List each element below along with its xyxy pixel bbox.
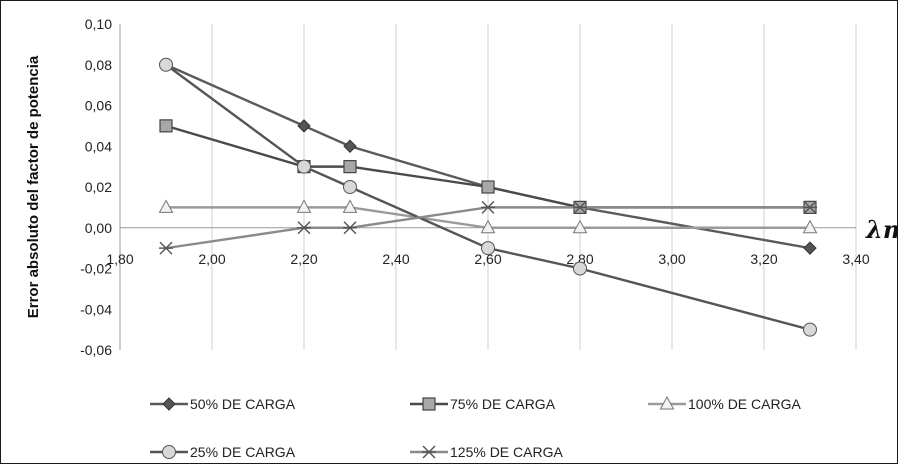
y-tick-label: 0,04 [85,138,112,154]
diamond-marker [297,119,311,133]
y-tick-label: 0,10 [85,16,112,32]
triangle-marker [480,219,496,234]
grid-lines [211,24,857,350]
legend-label: 50% DE CARGA [190,396,296,412]
legend-label: 25% DE CARGA [190,444,296,460]
asterisk-marker [573,200,587,214]
asterisk-marker [297,221,311,235]
triangle-marker [659,395,675,410]
x-axis-label: λm [865,215,898,244]
x-tick-label: 3,20 [750,251,777,267]
circle-marker [573,261,587,276]
series-line [165,206,810,250]
triangle-marker [158,199,174,213]
asterisk-marker [481,200,495,214]
circle-marker [162,445,176,459]
y-tick-label: 0,00 [85,220,112,236]
circle-marker [159,57,173,72]
y-tick-label: 0,08 [85,57,112,73]
x-tick-labels: 1,80 2,00 2,20 2,40 2,60 2,80 3,00 3,20 3,40 [106,251,869,267]
triangle-marker [802,219,818,234]
triangle-marker [296,199,312,213]
x-tick-label: 2,60 [474,251,501,267]
asterisk-marker [422,445,436,459]
legend: 50% DE CARGA 75% DE CARGA 100% DE CARGA 25%… [150,395,801,460]
x-tick-label: 2,40 [382,251,409,267]
y-tick-label: 0,02 [85,179,112,195]
x-tick-label: 2,00 [198,251,225,267]
legend-item: 125% DE CARGA [410,444,563,460]
square-marker [422,397,436,411]
diamond-marker [162,397,176,411]
legend-item: 100% DE CARGA [648,395,801,412]
square-marker [481,180,495,194]
legend-item: 25% DE CARGA [150,444,296,460]
circle-marker [297,159,311,174]
legend-label: 125% DE CARGA [450,444,563,460]
series-group [158,57,818,337]
series-125-de-carga [159,200,817,255]
circle-marker [343,180,357,194]
asterisk-marker [803,200,817,214]
y-tick-label: -0,02 [80,261,112,277]
triangle-marker [342,199,358,213]
y-tick-labels: 0,10 0,08 0,06 0,04 0,02 0,00 -0,02 -0,04 -0,06 [80,16,112,358]
asterisk-marker [159,241,173,255]
square-marker [159,119,173,133]
circle-marker [481,241,495,256]
y-tick-label: -0,04 [80,301,112,317]
diamond-marker [343,139,357,153]
y-axis-label: Error absoluto del factor de potencia [25,55,42,318]
triangle-marker [572,219,588,234]
x-tick-label: 2,80 [566,251,593,267]
x-tick-label: 1,80 [106,251,133,267]
asterisk-marker [343,221,357,235]
diamond-marker [803,241,817,255]
x-tick-label: 3,40 [842,251,869,267]
x-tick-label: 2,20 [290,251,317,267]
y-tick-label: 0,06 [85,98,112,114]
circle-marker [803,322,817,337]
x-tick-label: 3,00 [658,251,685,267]
series-line [165,63,811,250]
legend-item: 75% DE CARGA [410,396,556,412]
legend-label: 75% DE CARGA [450,396,556,412]
y-tick-label: -0,06 [80,342,112,358]
legend-item: 50% DE CARGA [150,396,296,412]
square-marker [343,160,357,174]
legend-label: 100% DE CARGA [688,396,801,412]
